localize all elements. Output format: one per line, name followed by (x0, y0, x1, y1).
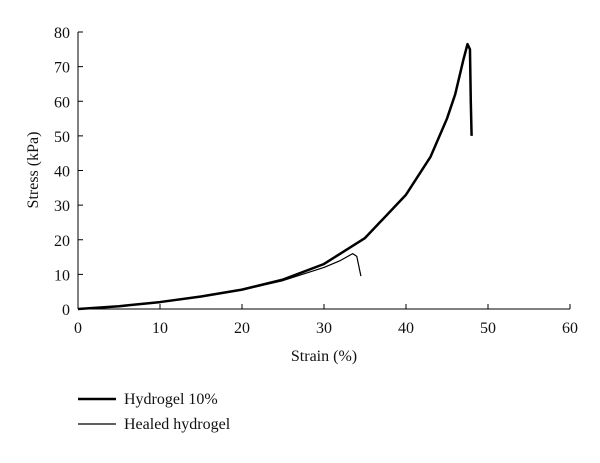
x-tick-label: 10 (152, 320, 168, 337)
x-tick-label: 20 (234, 320, 250, 337)
x-tick-label: 30 (316, 320, 332, 337)
y-tick-label: 60 (54, 94, 70, 111)
x-axis-label: Strain (%) (291, 348, 357, 365)
series-line (77, 253, 362, 310)
y-tick-label: 70 (54, 60, 70, 77)
y-tick-label: 30 (54, 198, 70, 215)
legend-label: Healed hydrogel (124, 416, 231, 433)
series-line (77, 42, 473, 311)
x-tick-label: 60 (562, 320, 578, 337)
y-tick-label: 10 (54, 267, 70, 284)
x-tick-label: 40 (398, 320, 414, 337)
y-tick-label: 80 (54, 25, 70, 42)
y-tick-label: 50 (54, 129, 70, 146)
y-tick-label: 40 (54, 164, 70, 181)
y-tick-label: 0 (62, 302, 70, 319)
legend-label: Hydrogel 10% (124, 391, 218, 408)
y-axis-label: Stress (kPa) (25, 132, 42, 209)
x-tick-label: 0 (74, 320, 82, 337)
x-tick-label: 50 (480, 320, 496, 337)
y-tick-label: 20 (54, 233, 70, 250)
